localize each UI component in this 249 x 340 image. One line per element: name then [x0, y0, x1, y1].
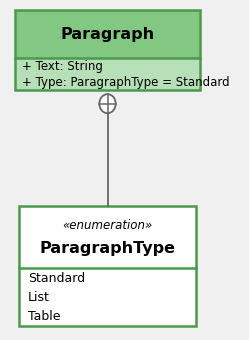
FancyBboxPatch shape	[19, 269, 196, 326]
FancyBboxPatch shape	[15, 10, 200, 58]
Text: Table: Table	[28, 310, 61, 323]
Text: Standard: Standard	[28, 272, 85, 285]
Text: ParagraphType: ParagraphType	[40, 241, 176, 256]
Text: «enumeration»: «enumeration»	[62, 219, 153, 232]
Text: + Type: ParagraphType = Standard: + Type: ParagraphType = Standard	[21, 75, 229, 89]
FancyBboxPatch shape	[15, 58, 200, 90]
Text: List: List	[28, 291, 50, 304]
FancyBboxPatch shape	[19, 206, 196, 269]
Ellipse shape	[99, 94, 116, 113]
Text: + Text: String: + Text: String	[21, 59, 102, 73]
Text: Paragraph: Paragraph	[61, 27, 155, 42]
